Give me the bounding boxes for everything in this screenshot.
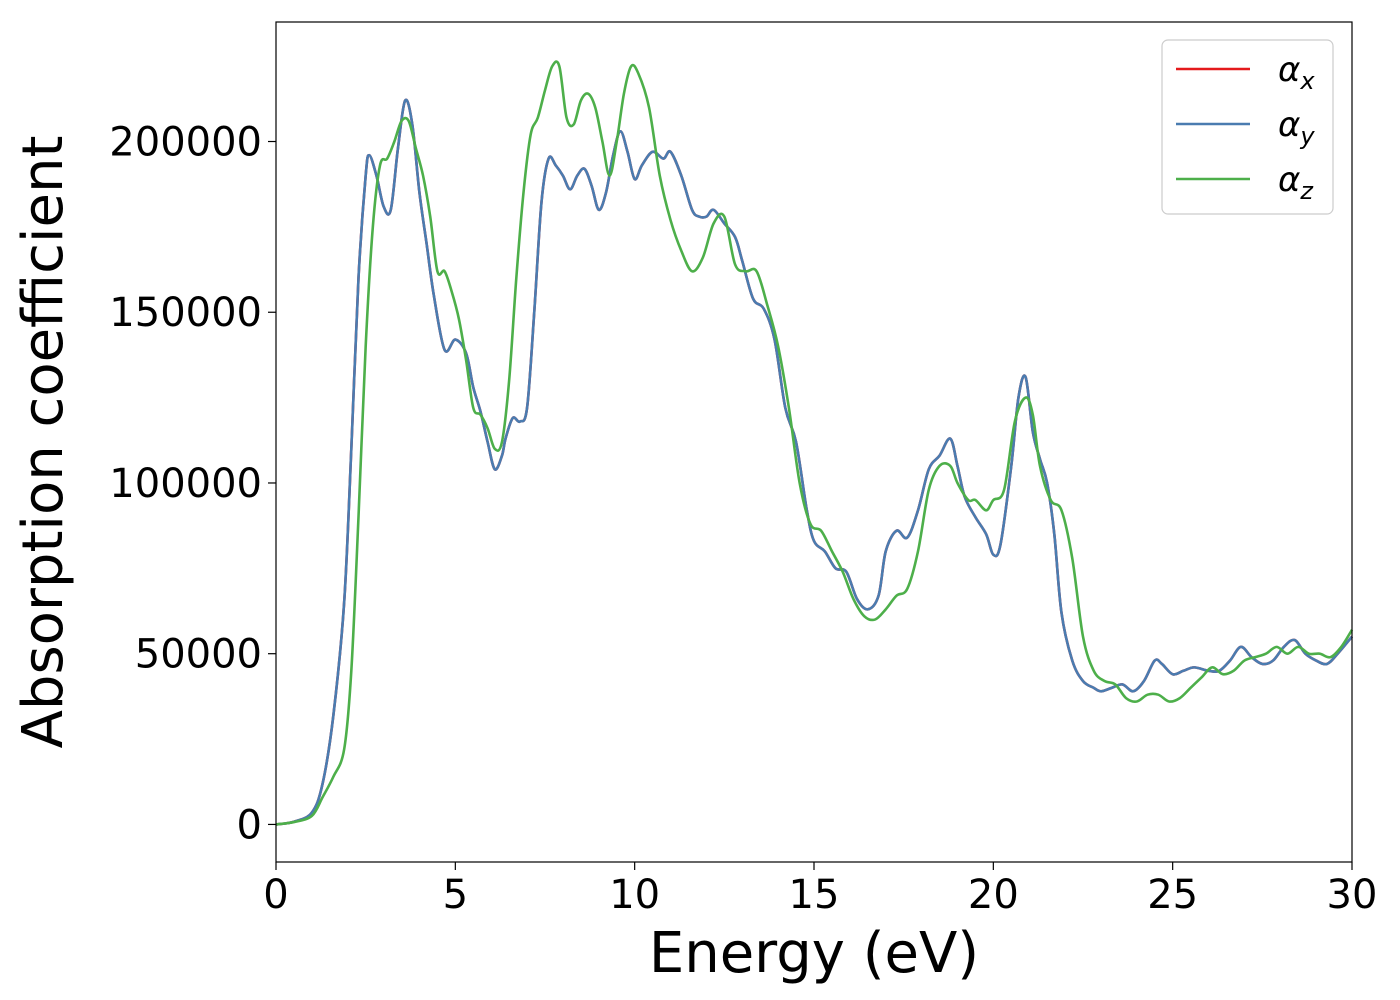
x-tick-label: 0 [263, 872, 288, 918]
y-tick-label: 100000 [109, 461, 262, 507]
x-tick-label: 5 [443, 872, 468, 918]
x-tick-label: 30 [1327, 872, 1378, 918]
legend-box [1161, 39, 1334, 215]
x-tick-label: 25 [1147, 872, 1198, 918]
series-line-y [275, 98, 1353, 826]
legend-label-x: αx [1278, 50, 1315, 95]
plot-area [275, 60, 1354, 826]
legend-label-z: αz [1278, 160, 1314, 205]
y-axis: 0 50000 100000 150000 200000 [109, 120, 276, 848]
x-axis: 0 5 10 15 20 25 30 [263, 862, 1377, 918]
x-tick-label: 20 [968, 872, 1019, 918]
y-tick-label: 0 [237, 802, 262, 848]
y-tick-label: 200000 [109, 120, 262, 166]
series-line-z [275, 60, 1354, 826]
y-axis-title: Absorption coefficient [11, 136, 76, 749]
y-tick-label: 150000 [109, 290, 262, 336]
legend: αx αy αz [1161, 39, 1334, 215]
x-axis-title: Energy (eV) [649, 921, 979, 986]
y-tick-label: 50000 [135, 632, 262, 678]
x-tick-label: 10 [609, 872, 660, 918]
legend-label-y: αy [1278, 105, 1315, 150]
x-tick-label: 15 [789, 872, 840, 918]
